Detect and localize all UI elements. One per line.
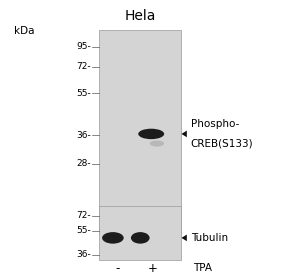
Text: 72-: 72- [76,211,91,220]
Bar [99,206,181,260]
Text: 36-: 36- [76,250,91,259]
Text: 36-: 36- [76,131,91,139]
Ellipse shape [131,232,150,244]
Text: kDa: kDa [14,26,35,36]
Text: Tubulin: Tubulin [191,233,228,243]
Text: CREB(S133): CREB(S133) [191,139,253,149]
Polygon shape [181,235,187,241]
Text: -: - [115,262,120,275]
Ellipse shape [150,141,164,147]
Text: 95-: 95- [76,42,91,51]
Text: 55-: 55- [76,89,91,98]
Text: 72-: 72- [76,62,91,72]
Polygon shape [181,131,187,137]
Ellipse shape [102,232,124,244]
Text: +: + [148,262,158,275]
Text: 28-: 28- [76,159,91,168]
Ellipse shape [138,129,164,139]
Text: TPA: TPA [193,263,212,273]
Bar [99,30,181,234]
Text: 55-: 55- [76,226,91,235]
Text: Hela: Hela [125,9,156,23]
Text: Phospho-: Phospho- [191,119,239,129]
